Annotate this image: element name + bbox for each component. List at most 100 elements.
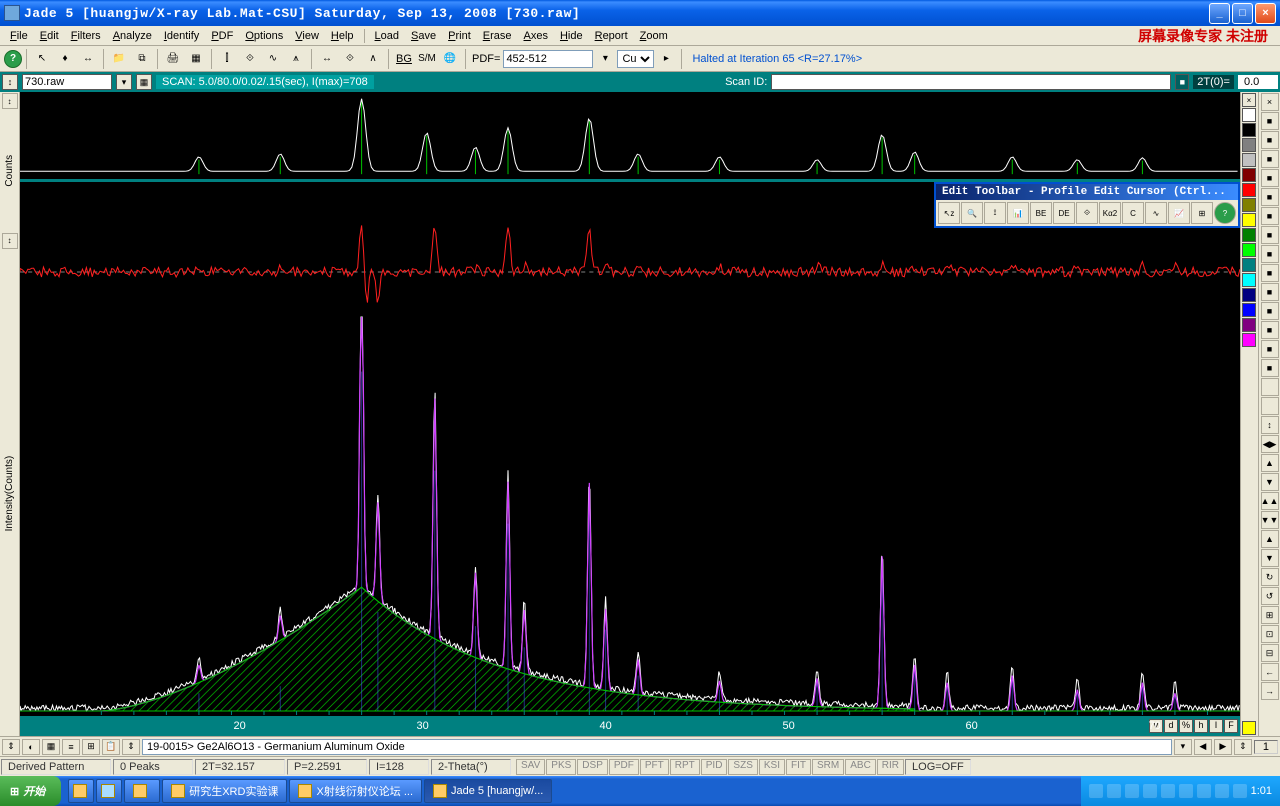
edit-tool-10[interactable]: 📈 — [1168, 202, 1190, 224]
edit-tool-7[interactable]: Kα2 — [1099, 202, 1121, 224]
status-log[interactable]: LOG=OFF — [905, 759, 971, 775]
pdf-prev[interactable]: ◀ — [1194, 739, 1212, 755]
pdf-spin2[interactable]: ⇕ — [1234, 739, 1252, 755]
left-toggle-2[interactable]: ↕ — [2, 233, 18, 249]
edit-toolbar-floating[interactable]: Edit Toolbar - Profile Edit Cursor (Ctrl… — [934, 182, 1240, 228]
scanid-input[interactable] — [771, 74, 1171, 90]
rtool-11[interactable]: ■ — [1261, 302, 1279, 320]
tool-sm[interactable]: S/M — [416, 48, 438, 70]
color-swatch[interactable] — [1242, 138, 1256, 152]
maximize-button[interactable]: □ — [1232, 3, 1253, 24]
status-btn-abc[interactable]: ABC — [845, 759, 876, 775]
menu-save[interactable]: Save — [405, 28, 442, 44]
taskbar-item[interactable]: X射线衍射仪论坛 ... — [289, 779, 422, 803]
rtool-25[interactable]: ↻ — [1261, 568, 1279, 586]
rtool-27[interactable]: ⊞ — [1261, 606, 1279, 624]
edit-toolbar-title[interactable]: Edit Toolbar - Profile Edit Cursor (Ctrl… — [936, 184, 1238, 200]
color-swatch[interactable] — [1242, 273, 1256, 287]
menu-edit[interactable]: Edit — [34, 28, 65, 44]
rtool-26[interactable]: ↺ — [1261, 587, 1279, 605]
tray-icon[interactable] — [1125, 784, 1139, 798]
pdf-drop[interactable]: ▾ — [1174, 739, 1192, 755]
palette-close[interactable]: × — [1242, 93, 1256, 107]
rtool-13[interactable]: ■ — [1261, 340, 1279, 358]
rtool-9[interactable]: ■ — [1261, 264, 1279, 282]
tool-updown[interactable]: ♦ — [54, 48, 76, 70]
color-swatch[interactable] — [1242, 303, 1256, 317]
rtool-0[interactable]: × — [1261, 93, 1279, 111]
edit-tool-5[interactable]: DE — [1053, 202, 1075, 224]
edit-tool-2[interactable]: ⟟ — [984, 202, 1006, 224]
pdf-next[interactable]: ▶ — [1214, 739, 1232, 755]
axis-mode-%[interactable]: % — [1179, 719, 1193, 733]
color-swatch[interactable] — [1242, 183, 1256, 197]
filename-input[interactable] — [22, 74, 112, 90]
tray-icon[interactable] — [1179, 784, 1193, 798]
rtool-17[interactable]: ↕ — [1261, 416, 1279, 434]
status-btn-szs[interactable]: SZS — [728, 759, 757, 775]
pdf-range-input[interactable] — [503, 50, 593, 68]
edit-tool-4[interactable]: BE — [1030, 202, 1052, 224]
menu-identify[interactable]: Identify — [158, 28, 205, 44]
pdf-b5[interactable]: 📋 — [102, 739, 120, 755]
file-action[interactable]: ▦ — [136, 74, 152, 90]
tray-icon[interactable] — [1197, 784, 1211, 798]
menu-help[interactable]: Help — [325, 28, 360, 44]
rtool-10[interactable]: ■ — [1261, 283, 1279, 301]
minimize-button[interactable]: _ — [1209, 3, 1230, 24]
status-btn-pid[interactable]: PID — [701, 759, 728, 775]
menu-hide[interactable]: Hide — [554, 28, 589, 44]
rtool-22[interactable]: ▼▼ — [1261, 511, 1279, 529]
overview-plot[interactable] — [20, 92, 1240, 182]
axis-mode-h[interactable]: h — [1194, 719, 1208, 733]
tool-peaks[interactable]: ⟐ — [339, 48, 361, 70]
file-dropdown[interactable]: ▾ — [116, 74, 132, 90]
pdf-expand[interactable]: ⇕ — [2, 739, 20, 755]
edit-tool-8[interactable]: C — [1122, 202, 1144, 224]
status-btn-dsp[interactable]: DSP — [577, 759, 608, 775]
status-btn-sav[interactable]: SAV — [516, 759, 545, 775]
scanid-checkbox[interactable]: ■ — [1175, 74, 1189, 90]
color-swatch[interactable] — [1242, 168, 1256, 182]
menu-zoom[interactable]: Zoom — [634, 28, 674, 44]
left-toggle-1[interactable]: ↕ — [2, 93, 18, 109]
status-btn-srm[interactable]: SRM — [812, 759, 844, 775]
color-swatch[interactable] — [1242, 243, 1256, 257]
edit-tool-0[interactable]: ↖z — [938, 202, 960, 224]
color-current[interactable] — [1242, 721, 1256, 735]
rtool-3[interactable]: ■ — [1261, 150, 1279, 168]
tool-fit[interactable]: ∧ — [362, 48, 384, 70]
color-swatch[interactable] — [1242, 318, 1256, 332]
edit-tool-3[interactable]: 📊 — [1007, 202, 1029, 224]
menu-print[interactable]: Print — [442, 28, 477, 44]
color-swatch[interactable] — [1242, 333, 1256, 347]
color-swatch[interactable] — [1242, 153, 1256, 167]
tool-leftright[interactable]: ↔ — [77, 48, 99, 70]
taskbar-item[interactable] — [124, 779, 160, 803]
axis-mode-d[interactable]: d — [1164, 719, 1178, 733]
main-plot[interactable] — [20, 312, 1240, 716]
axis-mode-F[interactable]: F — [1224, 719, 1238, 733]
status-btn-rir[interactable]: RIR — [877, 759, 904, 775]
edit-tool-12[interactable]: ? — [1214, 202, 1236, 224]
edit-tool-9[interactable]: ∿ — [1145, 202, 1167, 224]
residual-plot[interactable]: Edit Toolbar - Profile Edit Cursor (Ctrl… — [20, 182, 1240, 312]
color-swatch[interactable] — [1242, 123, 1256, 137]
menu-erase[interactable]: Erase — [477, 28, 518, 44]
color-swatch[interactable] — [1242, 258, 1256, 272]
pdf-phase-select[interactable] — [142, 739, 1172, 755]
rtool-6[interactable]: ■ — [1261, 207, 1279, 225]
rtool-4[interactable]: ■ — [1261, 169, 1279, 187]
color-swatch[interactable] — [1242, 108, 1256, 122]
menu-analyze[interactable]: Analyze — [107, 28, 158, 44]
tray-icon[interactable] — [1161, 784, 1175, 798]
menu-load[interactable]: Load — [369, 28, 405, 44]
rtool-23[interactable]: ▲ — [1261, 530, 1279, 548]
rtool-8[interactable]: ■ — [1261, 245, 1279, 263]
rtool-18[interactable]: ◀▶ — [1261, 435, 1279, 453]
anode-select[interactable]: Cu — [617, 50, 654, 68]
pdf-b1[interactable]: ◐ — [22, 739, 40, 755]
axis-mode-I[interactable]: I — [1209, 719, 1223, 733]
menu-filters[interactable]: Filters — [65, 28, 107, 44]
taskbar-item[interactable]: Jade 5 [huangjw/... — [424, 779, 552, 803]
